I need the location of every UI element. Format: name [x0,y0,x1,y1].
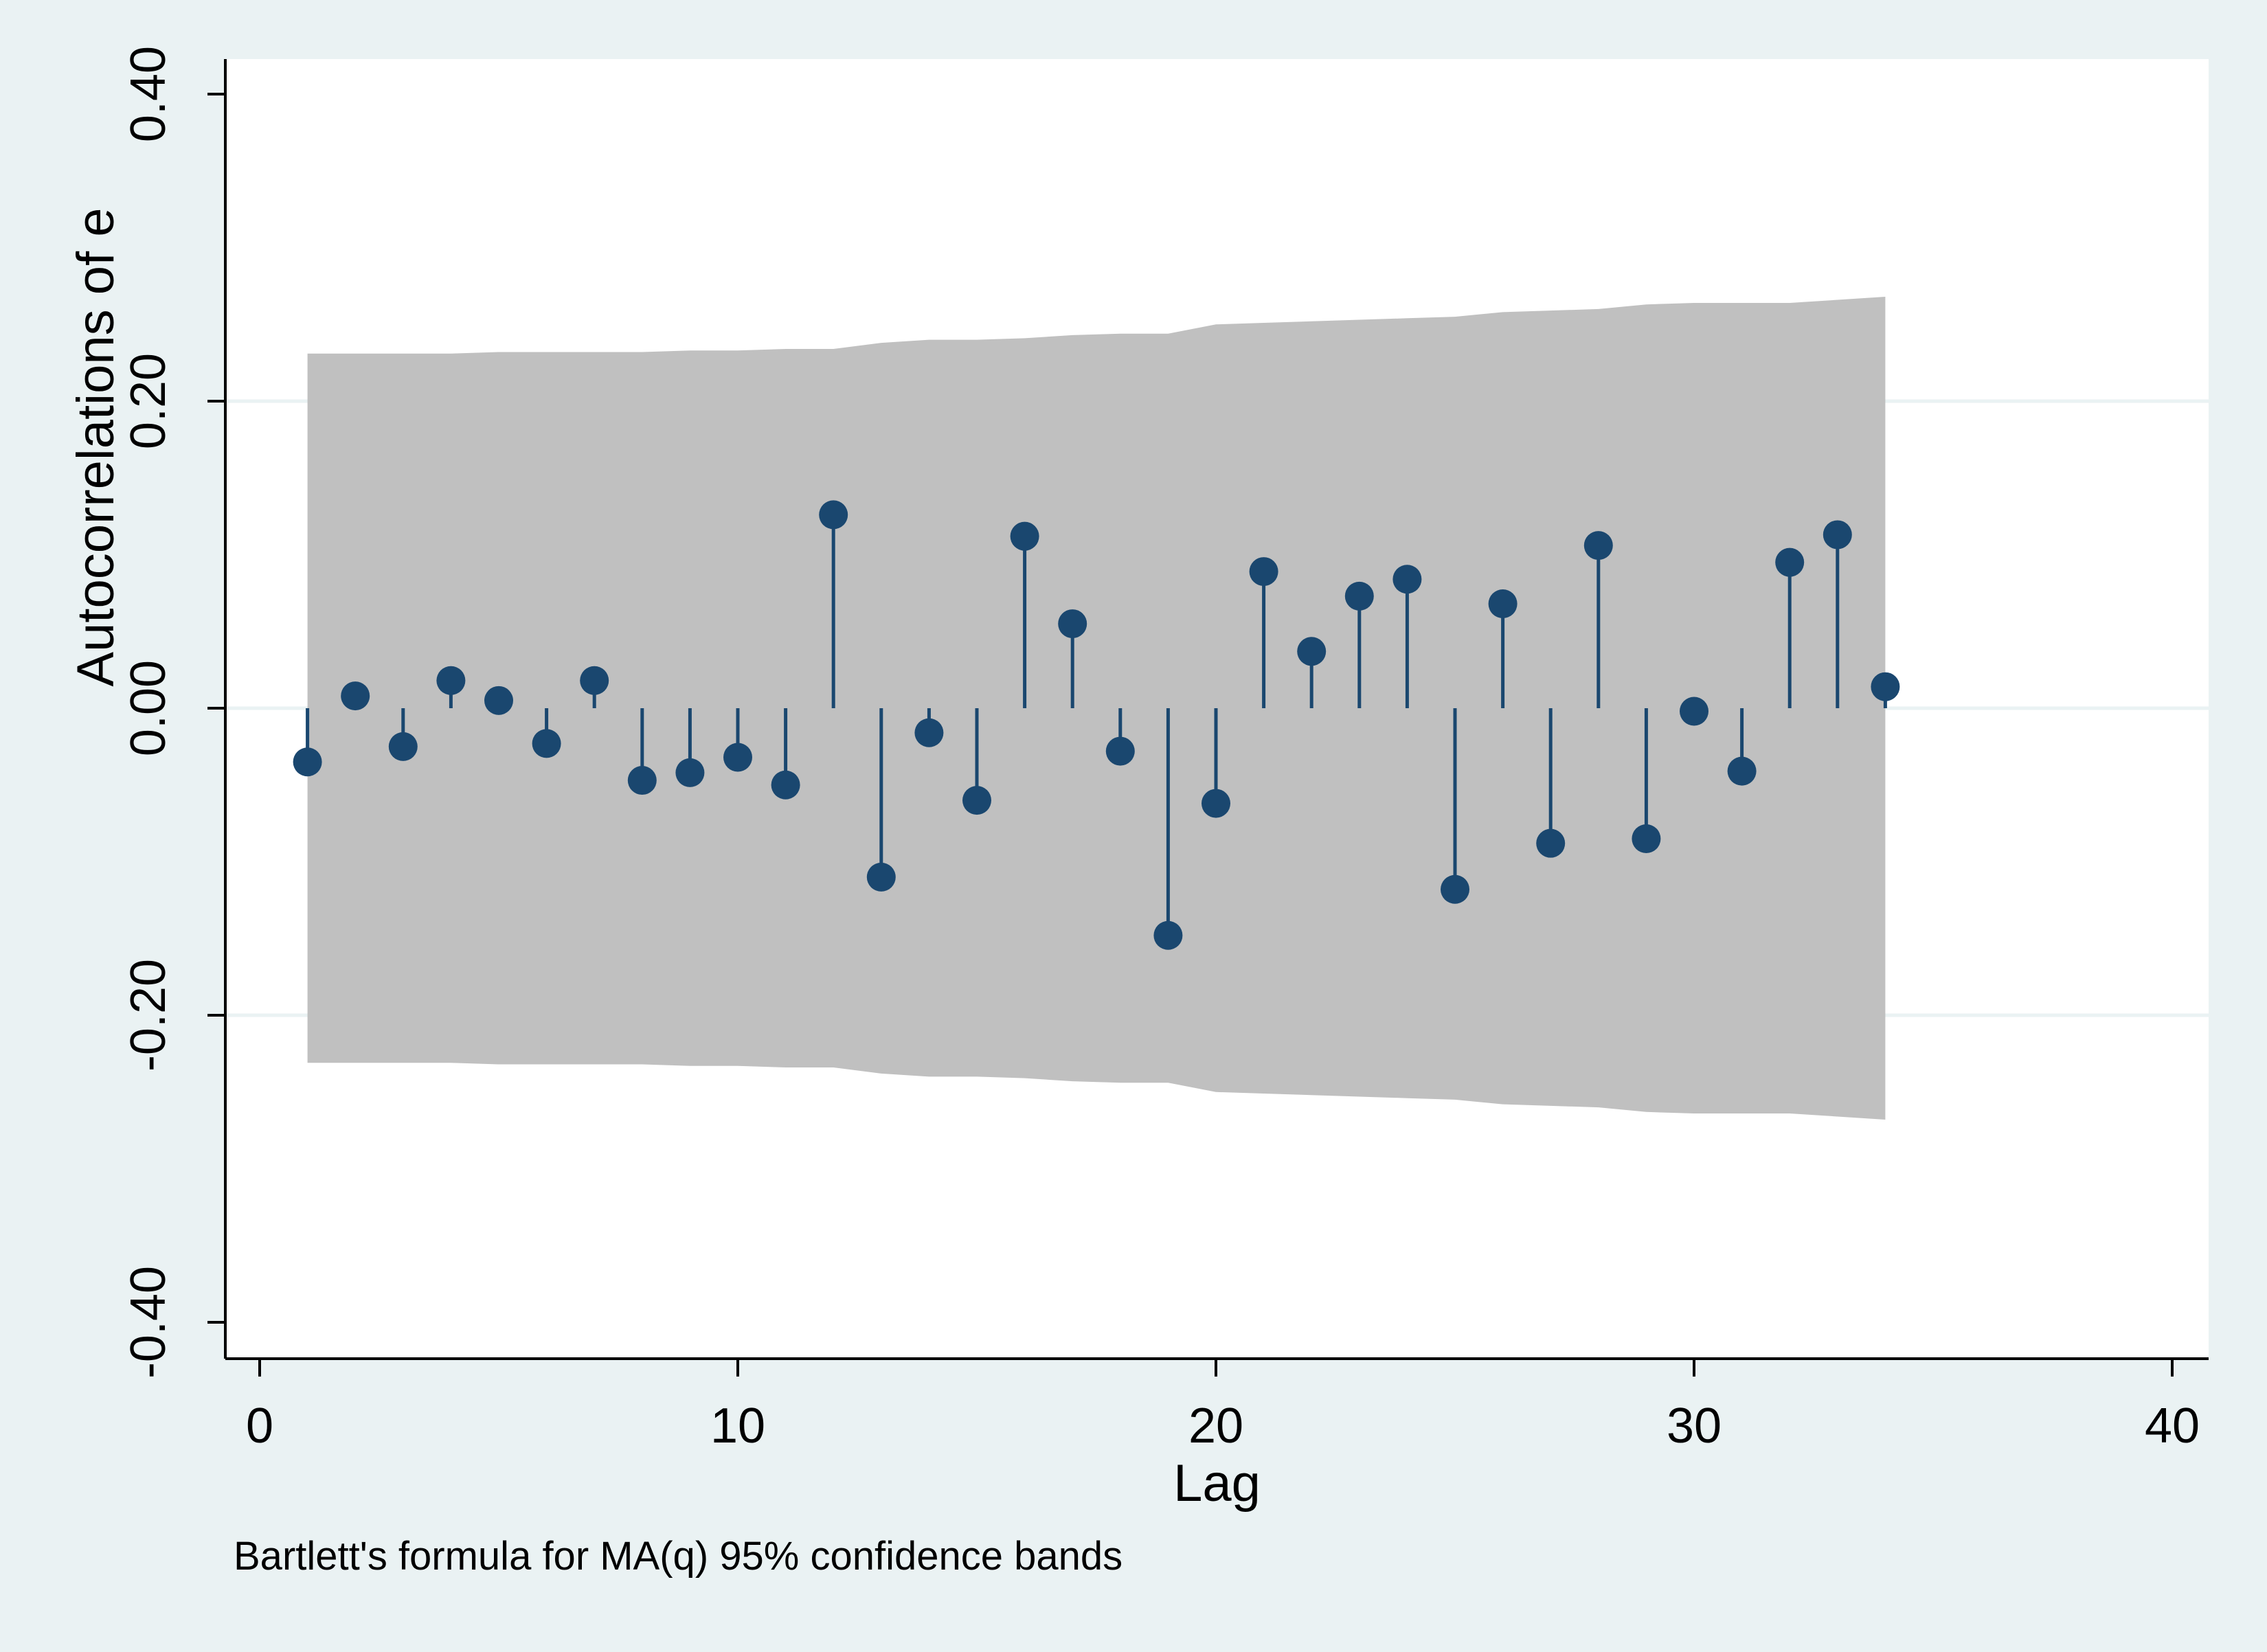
acf-point [1536,828,1566,858]
x-tick-label: 30 [1667,1399,1722,1453]
acf-point [1583,531,1613,561]
y-tick-label: -0.40 [121,1266,176,1379]
x-tick-label: 10 [710,1399,765,1453]
acf-point [1297,637,1327,666]
x-tick-label: 0 [246,1399,273,1453]
acf-point [723,743,752,772]
acf-point [771,770,800,800]
acf-point [1010,521,1039,551]
acf-point [866,862,896,892]
acf-point [388,732,418,761]
x-axis-title: Lag [1173,1454,1261,1513]
acf-point [1153,920,1183,950]
acf-point [1249,557,1278,587]
y-tick-label: 0.20 [121,353,176,449]
acf-point [1105,736,1135,766]
acf-point [1632,824,1661,853]
acf-point [1871,672,1900,701]
markers [293,500,1900,950]
acf-point [819,500,848,530]
acf-point [627,766,657,795]
acf-point [962,786,991,815]
acf-point [675,758,705,787]
chart-note: Bartlett's formula for MA(q) 95% confide… [234,1534,1123,1579]
tick-labels: -0.40 -0.20 0.00 0.20 0.40 0 10 20 30 40 [121,46,2200,1453]
acf-point [1058,609,1087,639]
acf-point [436,666,466,695]
y-axis-title: Autocorrelations of e [67,208,125,687]
acf-point [914,718,944,747]
acf-point [1441,874,1469,904]
axes [207,59,2209,1377]
acf-point [532,729,561,758]
x-tick-label: 20 [1188,1399,1243,1453]
acf-point [484,686,513,715]
x-tick-label: 40 [2145,1399,2200,1453]
confidence-band [307,297,1886,1120]
y-tick-label: 0.40 [121,46,176,142]
y-tick-label: -0.20 [121,959,176,1072]
acf-point [1392,565,1422,594]
acf-point [1344,581,1374,611]
acf-point [293,747,322,777]
acf-point [580,666,609,695]
acf-point [1727,756,1757,786]
acf-point [1775,547,1805,577]
acf-point [341,681,370,711]
acf-point [1202,789,1230,818]
y-tick-label: 0.00 [121,660,176,756]
acf-point [1488,589,1518,619]
acf-point [1680,697,1708,726]
acf-point [1823,520,1852,550]
